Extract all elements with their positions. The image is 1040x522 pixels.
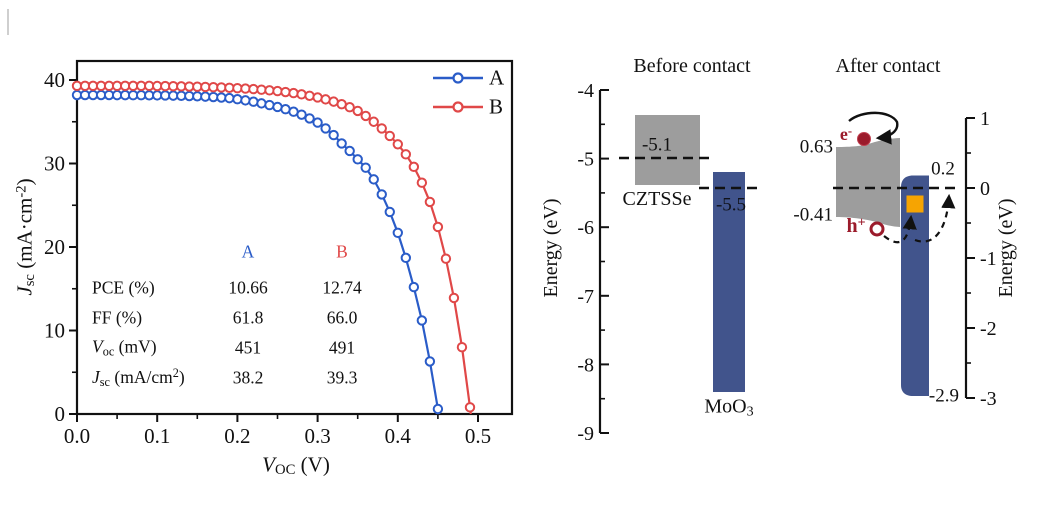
band-tick-label: -6 bbox=[577, 217, 594, 239]
jv-data-marker bbox=[384, 130, 395, 142]
jv-x-tick-label: 0.4 bbox=[385, 424, 412, 448]
jv-data-marker bbox=[304, 90, 315, 101]
jv-y-tick-label: 0 bbox=[55, 402, 66, 426]
jv-y-tick-label: 40 bbox=[44, 68, 65, 92]
jv-x-tick-label: 0.0 bbox=[64, 424, 90, 448]
jv-x-tick-label: 0.2 bbox=[224, 424, 250, 448]
jv-y-tick-label: 10 bbox=[44, 319, 65, 343]
jv-x-tick-label: 0.1 bbox=[144, 424, 170, 448]
jv-data-marker bbox=[296, 89, 307, 100]
band-right-axis: 1 0 -1 -2 -3 bbox=[964, 108, 997, 410]
jv-data-marker bbox=[376, 123, 387, 134]
band-tick-label: -5 bbox=[577, 149, 594, 171]
jv-data-marker bbox=[296, 109, 307, 120]
jv-x-tick-label: 0.3 bbox=[304, 424, 330, 448]
jv-data-marker bbox=[456, 342, 468, 353]
jv-data-marker bbox=[464, 402, 476, 413]
jv-y-tick-label: 30 bbox=[44, 152, 65, 176]
band-tick-label: 0 bbox=[980, 178, 990, 200]
moo3-band-bar bbox=[713, 172, 745, 392]
jv-data-marker bbox=[392, 139, 403, 150]
jv-data-marker bbox=[368, 116, 379, 127]
jv-curve bbox=[77, 84, 472, 415]
jv-chart: 0.0 0.1 0.2 0.3 0.4 0.5 0 10 20 30 40 bbox=[44, 59, 514, 448]
jv-data-marker bbox=[408, 161, 420, 173]
jv-data-marker bbox=[416, 315, 428, 326]
cztsse-band-box bbox=[635, 115, 700, 185]
band-tick-label: -1 bbox=[980, 248, 997, 270]
jv-data-marker bbox=[256, 98, 267, 109]
jv-data-marker bbox=[312, 117, 323, 128]
jv-data-marker bbox=[240, 95, 251, 106]
jv-x-tick-label: 0.5 bbox=[465, 424, 491, 448]
jv-data-marker bbox=[392, 227, 403, 239]
jv-data-marker bbox=[360, 110, 371, 122]
jv-data-marker bbox=[328, 129, 339, 141]
legend-marker bbox=[452, 72, 464, 84]
jv-data-marker bbox=[400, 149, 412, 160]
band-after-contact bbox=[833, 111, 957, 396]
hole-dot bbox=[869, 221, 885, 237]
moo3-band-bar-after bbox=[901, 175, 929, 396]
jv-data-marker bbox=[432, 221, 444, 233]
jv-data-marker bbox=[368, 174, 379, 185]
jv-data-marker bbox=[248, 96, 259, 107]
jv-data-marker bbox=[304, 113, 315, 124]
band-diagram: -4 -5 -6 -7 -8 -9 1 0 -1 -2 -3 bbox=[577, 80, 996, 445]
jv-y-tick-label: 20 bbox=[44, 235, 65, 259]
band-before-contact bbox=[619, 115, 757, 392]
jv-data-marker bbox=[416, 177, 428, 188]
jv-data-marker bbox=[384, 206, 395, 218]
band-tick-label: -9 bbox=[577, 423, 594, 445]
jv-data-marker bbox=[424, 196, 436, 208]
jv-data-marker bbox=[232, 94, 243, 105]
band-tick-label: -7 bbox=[577, 286, 594, 308]
band-left-axis: -4 -5 -6 -7 -8 -9 bbox=[577, 80, 609, 445]
jv-data-marker bbox=[344, 102, 355, 113]
jv-data-marker bbox=[376, 189, 387, 200]
electron-transfer-arrow bbox=[848, 111, 899, 145]
jv-series-a bbox=[71, 89, 444, 415]
jv-data-marker bbox=[352, 105, 363, 117]
jv-series-b bbox=[71, 80, 476, 415]
band-tick-label: -8 bbox=[577, 354, 594, 376]
jv-data-marker bbox=[360, 162, 371, 173]
band-tick-label: 1 bbox=[980, 108, 990, 130]
jv-data-marker bbox=[320, 123, 331, 134]
jv-data-marker bbox=[344, 145, 355, 157]
jv-data-marker bbox=[336, 138, 347, 149]
jv-plot-frame bbox=[75, 59, 514, 416]
jv-data-marker bbox=[352, 154, 363, 165]
electron-dot bbox=[857, 132, 871, 146]
jv-curve bbox=[77, 93, 440, 415]
band-tick-label: -4 bbox=[577, 80, 594, 102]
band-tick-label: -2 bbox=[980, 318, 997, 340]
jv-data-marker bbox=[432, 403, 444, 415]
gap-state-square bbox=[906, 195, 924, 213]
jv-data-marker bbox=[448, 292, 460, 304]
hole-transfer-arrow-2 bbox=[914, 193, 956, 243]
jv-data-marker bbox=[288, 87, 299, 99]
jv-ticks: 0.0 0.1 0.2 0.3 0.4 0.5 0 10 20 30 40 bbox=[44, 68, 491, 448]
legend-marker bbox=[452, 101, 464, 113]
jv-data-marker bbox=[424, 356, 436, 367]
cztsse-band-bent bbox=[836, 138, 900, 227]
jv-legend bbox=[433, 72, 483, 113]
jv-data-marker bbox=[440, 253, 452, 264]
band-tick-label: -3 bbox=[980, 388, 997, 410]
jv-data-marker bbox=[408, 281, 420, 293]
hole-transfer-arrow-1 bbox=[883, 214, 917, 244]
jv-data-marker bbox=[400, 252, 412, 264]
crop-artifact bbox=[7, 9, 9, 35]
